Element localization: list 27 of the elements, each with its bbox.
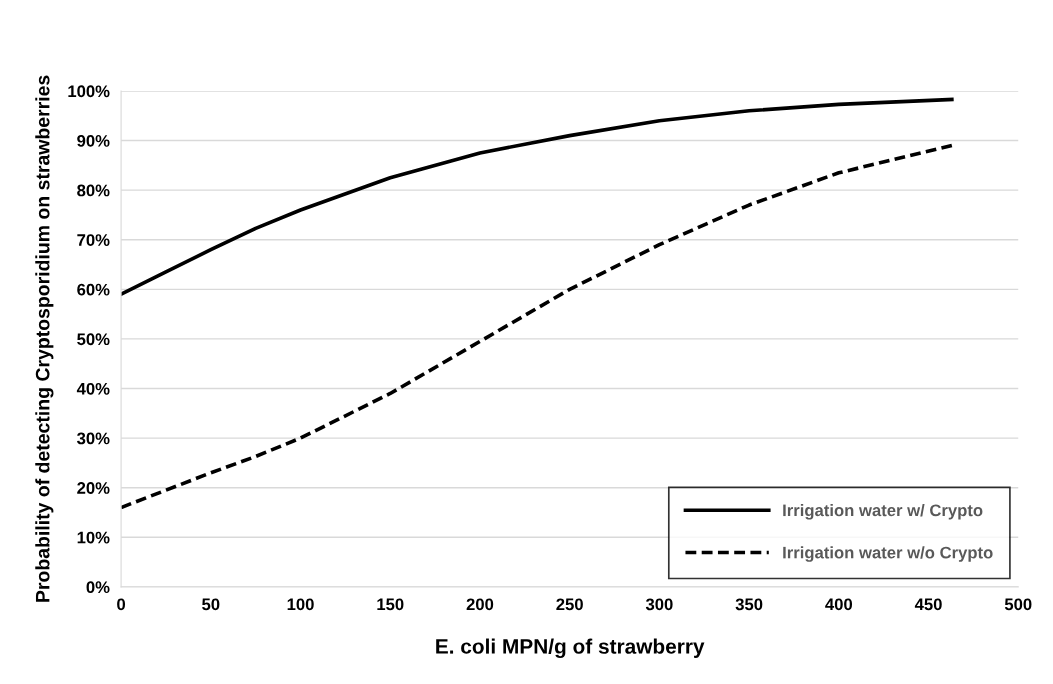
- y-tick-label: 10%: [77, 531, 110, 544]
- legend-label: Irrigation water w/o Crypto: [783, 546, 993, 562]
- y-tick-label: 70%: [77, 234, 110, 246]
- x-axis-title: E. coli MPN/g of strawberry: [436, 638, 705, 659]
- y-tick-label: 20%: [77, 482, 110, 494]
- y-axis-title: Probability of detecting Cryptosporidium on strawberries: [35, 75, 54, 602]
- x-tick-label: 200: [466, 598, 494, 611]
- y-tick-label: 40%: [76, 382, 110, 395]
- x-tick-label: 0: [117, 598, 126, 611]
- y-tick-label: 50%: [77, 333, 110, 346]
- x-tick-label: 250: [556, 598, 583, 611]
- x-tick-label: 450: [914, 598, 942, 611]
- x-tick-label: 300: [645, 598, 673, 611]
- x-tick-label: 500: [1004, 598, 1032, 611]
- x-tick-label: 100: [287, 598, 314, 611]
- y-tick-label: 90%: [77, 134, 110, 147]
- y-tick-label: 30%: [77, 432, 110, 445]
- y-tick-label: 60%: [77, 283, 110, 296]
- legend-label: Irrigation water w/ Crypto: [783, 503, 983, 520]
- x-tick-label: 350: [735, 598, 763, 611]
- y-tick-label: 80%: [77, 184, 110, 197]
- x-tick-label: 400: [825, 598, 853, 611]
- x-tick-label: 50: [202, 598, 220, 611]
- line-series: [121, 97, 954, 297]
- y-tick-label: 100%: [68, 85, 110, 98]
- x-tick-label: 150: [377, 598, 404, 611]
- y-tick-label: 0%: [86, 581, 110, 594]
